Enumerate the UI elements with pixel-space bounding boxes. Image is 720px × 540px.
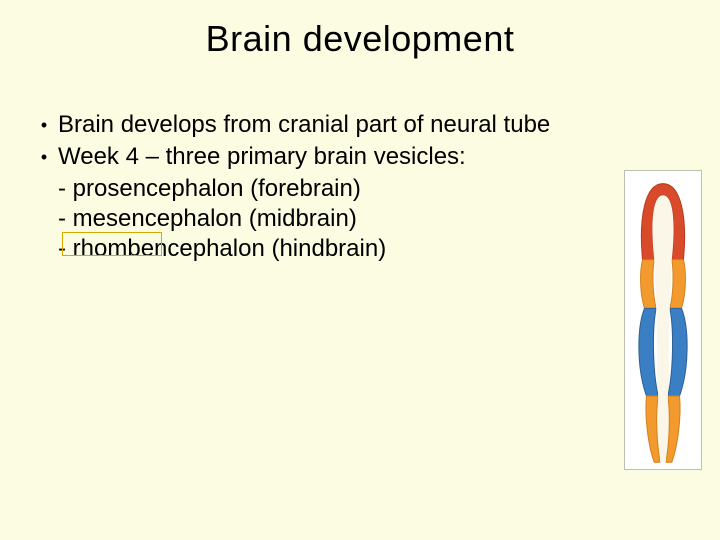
sub-line: - prosencephalon (forebrain) [30, 174, 610, 204]
rhombencephalon-right [668, 308, 687, 396]
mesencephalon-right [670, 260, 686, 309]
neural-tube-svg [625, 171, 701, 469]
mesencephalon-left [641, 260, 657, 309]
neural-tube-diagram [624, 170, 702, 470]
rhombencephalon-left [639, 308, 658, 396]
content-block: • Brain develops from cranial part of ne… [30, 110, 610, 264]
bullet-marker: • [30, 142, 58, 172]
slide-title: Brain development [0, 0, 720, 70]
bullet-item: • Brain develops from cranial part of ne… [30, 110, 610, 140]
slide: Brain development • Brain develops from … [0, 0, 720, 540]
bullet-text: Week 4 – three primary brain vesicles: [58, 142, 610, 172]
bullet-item: • Week 4 – three primary brain vesicles: [30, 142, 610, 172]
bullet-marker: • [30, 110, 58, 140]
bullet-text: Brain develops from cranial part of neur… [58, 110, 610, 140]
sub-line: - mesencephalon (midbrain) [30, 204, 610, 234]
sub-line: - rhombencephalon (hindbrain) [30, 234, 610, 264]
